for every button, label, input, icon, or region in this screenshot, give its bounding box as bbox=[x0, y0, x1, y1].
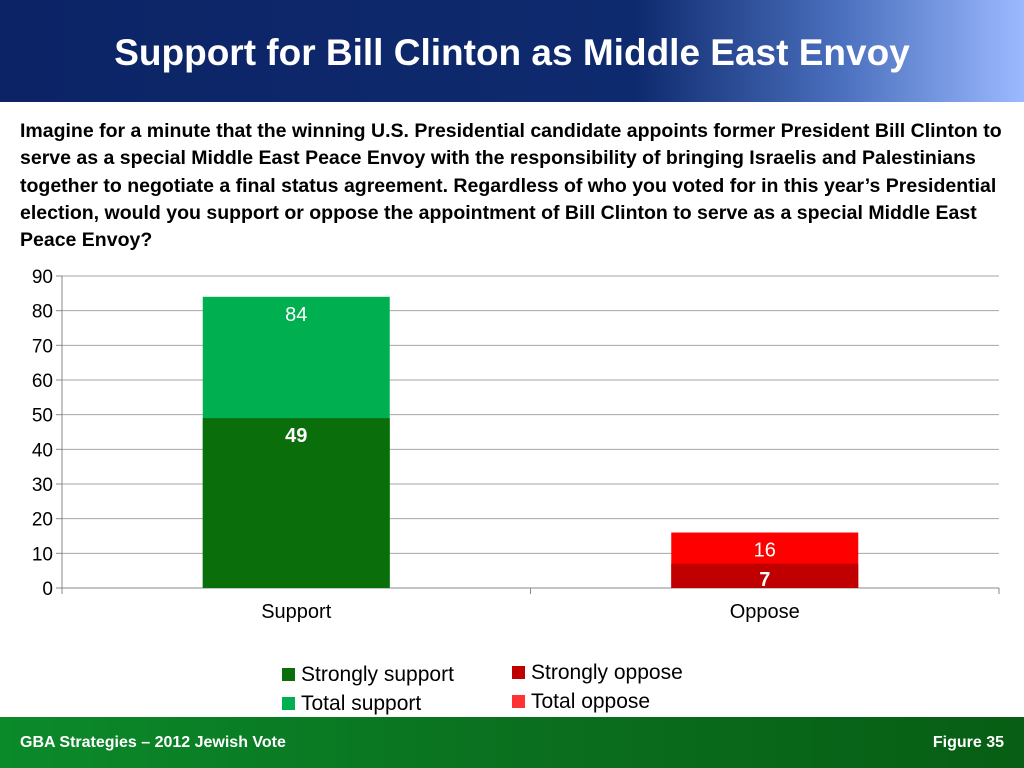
y-tick-label: 60 bbox=[32, 371, 53, 392]
legend-oppose: Strongly oppose Total oppose bbox=[512, 658, 683, 716]
legend-label-strongly-support: Strongly support bbox=[301, 662, 454, 686]
y-tick-label: 20 bbox=[32, 510, 53, 531]
legend-swatch-strongly-support bbox=[282, 668, 295, 681]
legend-swatch-strongly-oppose bbox=[512, 666, 525, 679]
y-tick-label: 80 bbox=[32, 302, 53, 323]
page-title: Support for Bill Clinton as Middle East … bbox=[114, 32, 910, 73]
legend-support: Strongly support Total support bbox=[282, 660, 454, 718]
legend-label-strongly-oppose: Strongly oppose bbox=[531, 660, 683, 684]
data-label: 84 bbox=[285, 304, 307, 326]
footer-source: GBA Strategies – 2012 Jewish Vote bbox=[20, 734, 286, 751]
y-axis-ticks: 0 10 20 30 40 50 60 70 80 90 bbox=[32, 267, 53, 600]
title-bar: Support for Bill Clinton as Middle East … bbox=[0, 0, 1024, 102]
data-label: 7 bbox=[759, 569, 770, 591]
y-tick-label: 0 bbox=[42, 579, 53, 600]
y-tick-label: 70 bbox=[32, 336, 53, 357]
category-label: Oppose bbox=[730, 601, 800, 622]
category-label: Support bbox=[261, 601, 331, 622]
legend-item-total-oppose: Total oppose bbox=[512, 687, 683, 716]
y-tick-label: 50 bbox=[32, 406, 53, 427]
legend-label-total-oppose: Total oppose bbox=[531, 689, 651, 713]
data-label: 16 bbox=[754, 540, 776, 562]
legend-item-total-support: Total support bbox=[282, 689, 454, 718]
data-label: 49 bbox=[285, 425, 307, 447]
bar-strongly-support bbox=[202, 418, 390, 588]
data-labels: 84 49 16 7 bbox=[285, 304, 776, 591]
bar-strongly-oppose bbox=[671, 563, 859, 588]
survey-question: Imagine for a minute that the winning U.… bbox=[20, 120, 1002, 252]
x-axis-categories: Support Oppose bbox=[261, 601, 800, 622]
legend-item-strongly-support: Strongly support bbox=[282, 660, 454, 689]
stacked-bar-chart: 0 10 20 30 40 50 60 70 80 90 84 49 16 7 Support Oppos… bbox=[32, 267, 1000, 622]
legend-item-strongly-oppose: Strongly oppose bbox=[512, 658, 683, 687]
footer-bar: GBA Strategies – 2012 Jewish Vote Figure… bbox=[0, 717, 1024, 768]
y-tick-label: 40 bbox=[32, 440, 53, 461]
figure-number: Figure 35 bbox=[932, 734, 1004, 751]
legend-swatch-total-oppose bbox=[512, 695, 525, 708]
legend-label-total-support: Total support bbox=[301, 691, 422, 715]
y-tick-label: 90 bbox=[32, 267, 53, 288]
bars bbox=[202, 296, 859, 588]
y-tick-label: 10 bbox=[32, 544, 53, 565]
legend-swatch-total-support bbox=[282, 697, 295, 710]
y-tick-label: 30 bbox=[32, 475, 53, 496]
